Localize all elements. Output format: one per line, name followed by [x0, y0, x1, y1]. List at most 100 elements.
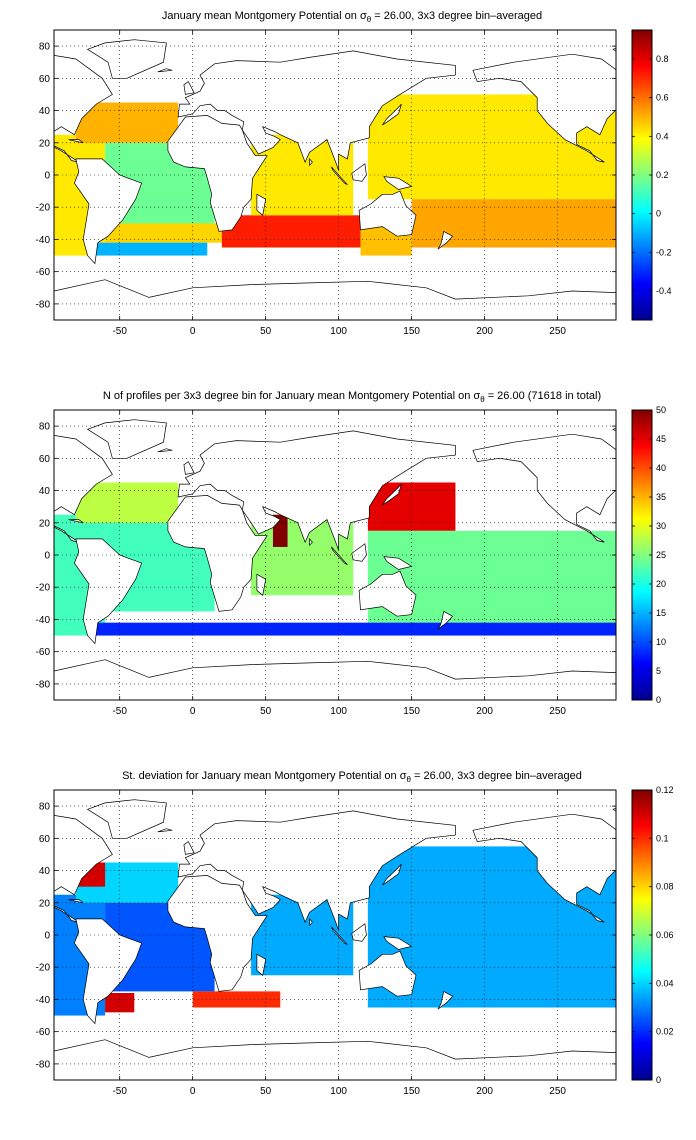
x-tick-label: -50 — [112, 1086, 127, 1097]
iceland — [157, 68, 173, 73]
colorbar-tick-label: 0.06 — [656, 930, 674, 940]
africa — [167, 495, 268, 612]
y-tick-label: 40 — [39, 106, 51, 117]
colorbar-tick-label: 0.2 — [656, 170, 669, 180]
x-tick-label: 250 — [549, 706, 566, 717]
new-zealand — [437, 610, 454, 630]
x-tick-label: 100 — [330, 326, 347, 337]
north-america — [54, 435, 113, 543]
field-region-9 — [90, 242, 208, 256]
colorbar-tick-label: 0 — [656, 209, 661, 219]
x-tick-label: 100 — [330, 706, 347, 717]
africa — [167, 875, 268, 992]
australia — [358, 950, 417, 997]
y-tick-label: -40 — [36, 995, 51, 1006]
sri-lanka — [309, 537, 313, 547]
north-america-wrap — [472, 813, 616, 923]
new-zealand — [437, 990, 454, 1010]
x-tick-label: 50 — [260, 706, 272, 717]
australia — [358, 570, 417, 617]
panel-2-title: N of profiles per 3x3 degree bin for Jan… — [103, 390, 601, 404]
y-tick-label: -20 — [36, 963, 51, 974]
colorbar-tick-label: 0.1 — [656, 833, 669, 843]
x-tick-label: 250 — [549, 326, 566, 337]
cuba — [68, 899, 84, 904]
new-guinea — [383, 176, 413, 190]
panel-1: January mean Montgomery Potential on σθ … — [36, 10, 672, 337]
south-america — [74, 918, 143, 1025]
colorbar-tick-label: 5 — [656, 666, 661, 676]
colorbar-tick-label: -0.4 — [656, 286, 672, 296]
sumatra — [331, 546, 348, 566]
x-tick-label: 0 — [190, 326, 196, 337]
y-tick-label: 20 — [39, 518, 51, 529]
madagascar — [256, 953, 267, 976]
colorbar-tick-label: 15 — [656, 608, 666, 618]
coastlines — [54, 799, 616, 1080]
y-tick-label: 20 — [39, 138, 51, 149]
colorbar-tick-label: 0.6 — [656, 93, 669, 103]
colorbar-tick-label: 0 — [656, 695, 661, 705]
y-tick-label: 80 — [39, 42, 51, 53]
colorbar-tick-label: 0.04 — [656, 978, 674, 988]
antarctica — [54, 1039, 616, 1080]
y-tick-label: -80 — [36, 679, 51, 690]
borneo — [351, 163, 367, 182]
colorbar-tick-label: 0 — [656, 1075, 661, 1085]
madagascar — [256, 573, 267, 596]
north-america-wrap — [472, 433, 616, 543]
y-tick-label: -80 — [36, 299, 51, 310]
grid — [54, 410, 616, 700]
new-zealand — [437, 230, 454, 250]
y-tick-label: -40 — [36, 615, 51, 626]
greenland-wrap — [612, 807, 616, 812]
japan — [382, 863, 402, 886]
sumatra — [331, 166, 348, 186]
greenland — [86, 419, 167, 459]
coastlines — [54, 419, 616, 700]
grid — [54, 30, 616, 320]
panel-3-title: St. deviation for January mean Montgomer… — [122, 770, 582, 784]
field-region-3 — [105, 223, 222, 243]
colorbar: 0.12 0.1 0.08 0.06 0.04 0.02 0 — [631, 785, 674, 1085]
greenland-wrap — [612, 427, 616, 432]
field-region-4 — [221, 215, 361, 248]
y-tick-label: -80 — [36, 1059, 51, 1070]
antarctica — [54, 659, 616, 700]
x-tick-label: -50 — [112, 706, 127, 717]
greenland-wrap — [612, 47, 616, 52]
panel-2-plot: -50 0 50 100 150 200 250806040200-20-40-60-805… — [36, 405, 666, 717]
y-tick-label: -60 — [36, 1027, 51, 1038]
africa — [167, 115, 268, 232]
colorbar-tick-label: 50 — [656, 405, 666, 415]
x-tick-label: 150 — [403, 326, 420, 337]
borneo — [351, 543, 367, 562]
iceland — [157, 828, 173, 833]
borneo — [351, 923, 367, 942]
field-region-1 — [75, 482, 179, 523]
iceland — [157, 448, 173, 453]
x-tick-label: 50 — [260, 1086, 272, 1097]
y-tick-label: 0 — [44, 931, 50, 942]
x-tick-label: -50 — [112, 326, 127, 337]
x-tick-label: 150 — [403, 1086, 420, 1097]
x-tick-label: 200 — [476, 326, 493, 337]
colorbar-tick-label: 20 — [656, 579, 666, 589]
x-tick-label: 150 — [403, 706, 420, 717]
colorbar-tick-label: 40 — [656, 463, 666, 473]
field-region-1 — [75, 102, 179, 143]
x-tick-label: 100 — [330, 1086, 347, 1097]
y-tick-label: -20 — [36, 203, 51, 214]
field-region-7 — [90, 622, 616, 636]
colorbar-tick-label: 0.12 — [656, 785, 674, 795]
colorbar-tick-label: 0.08 — [656, 882, 674, 892]
madagascar — [256, 193, 267, 216]
sri-lanka — [309, 157, 313, 167]
y-tick-label: 80 — [39, 802, 51, 813]
japan — [382, 103, 402, 126]
field-region-4 — [192, 991, 281, 1008]
x-tick-label: 0 — [190, 706, 196, 717]
